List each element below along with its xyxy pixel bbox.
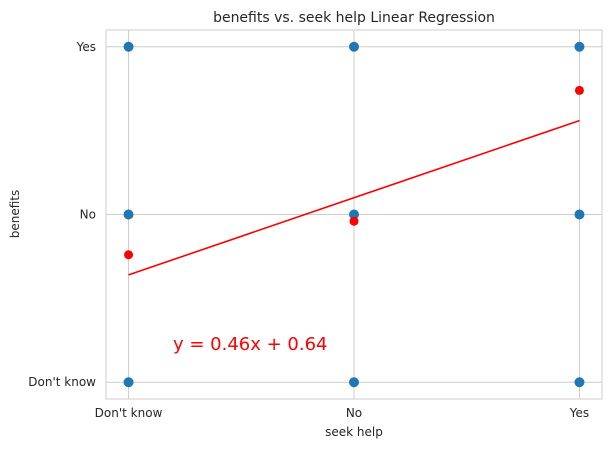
observed-point [574,41,585,52]
chart-title: benefits vs. seek help Linear Regression [213,10,495,26]
observed-point [123,377,134,388]
predicted-point [574,85,584,95]
observed-point [349,209,359,220]
observed-point [349,41,359,52]
data-points-layer [123,41,585,388]
regression-line-layer [128,119,580,276]
x-tick-label: No [346,406,362,420]
y-tick-label: Yes [76,40,96,54]
y-axis-label: benefits [8,190,22,239]
tick-labels-layer: Don't know No Yes Don't know No Yes [28,40,589,420]
observed-point [123,209,134,220]
x-axis-label: seek help [325,425,383,439]
x-tick-label: Don't know [95,406,163,420]
regression-equation-annotation: y = 0.46x + 0.64 [173,334,328,355]
observed-point [574,377,585,388]
x-tick-label: Yes [569,406,589,420]
observed-point [349,377,359,388]
y-tick-label: No [80,208,96,222]
y-tick-label: Don't know [28,375,96,389]
observed-point [123,41,134,52]
regression-line [128,119,580,276]
predicted-point [349,216,359,226]
predicted-point [124,250,134,260]
observed-point [574,209,585,220]
